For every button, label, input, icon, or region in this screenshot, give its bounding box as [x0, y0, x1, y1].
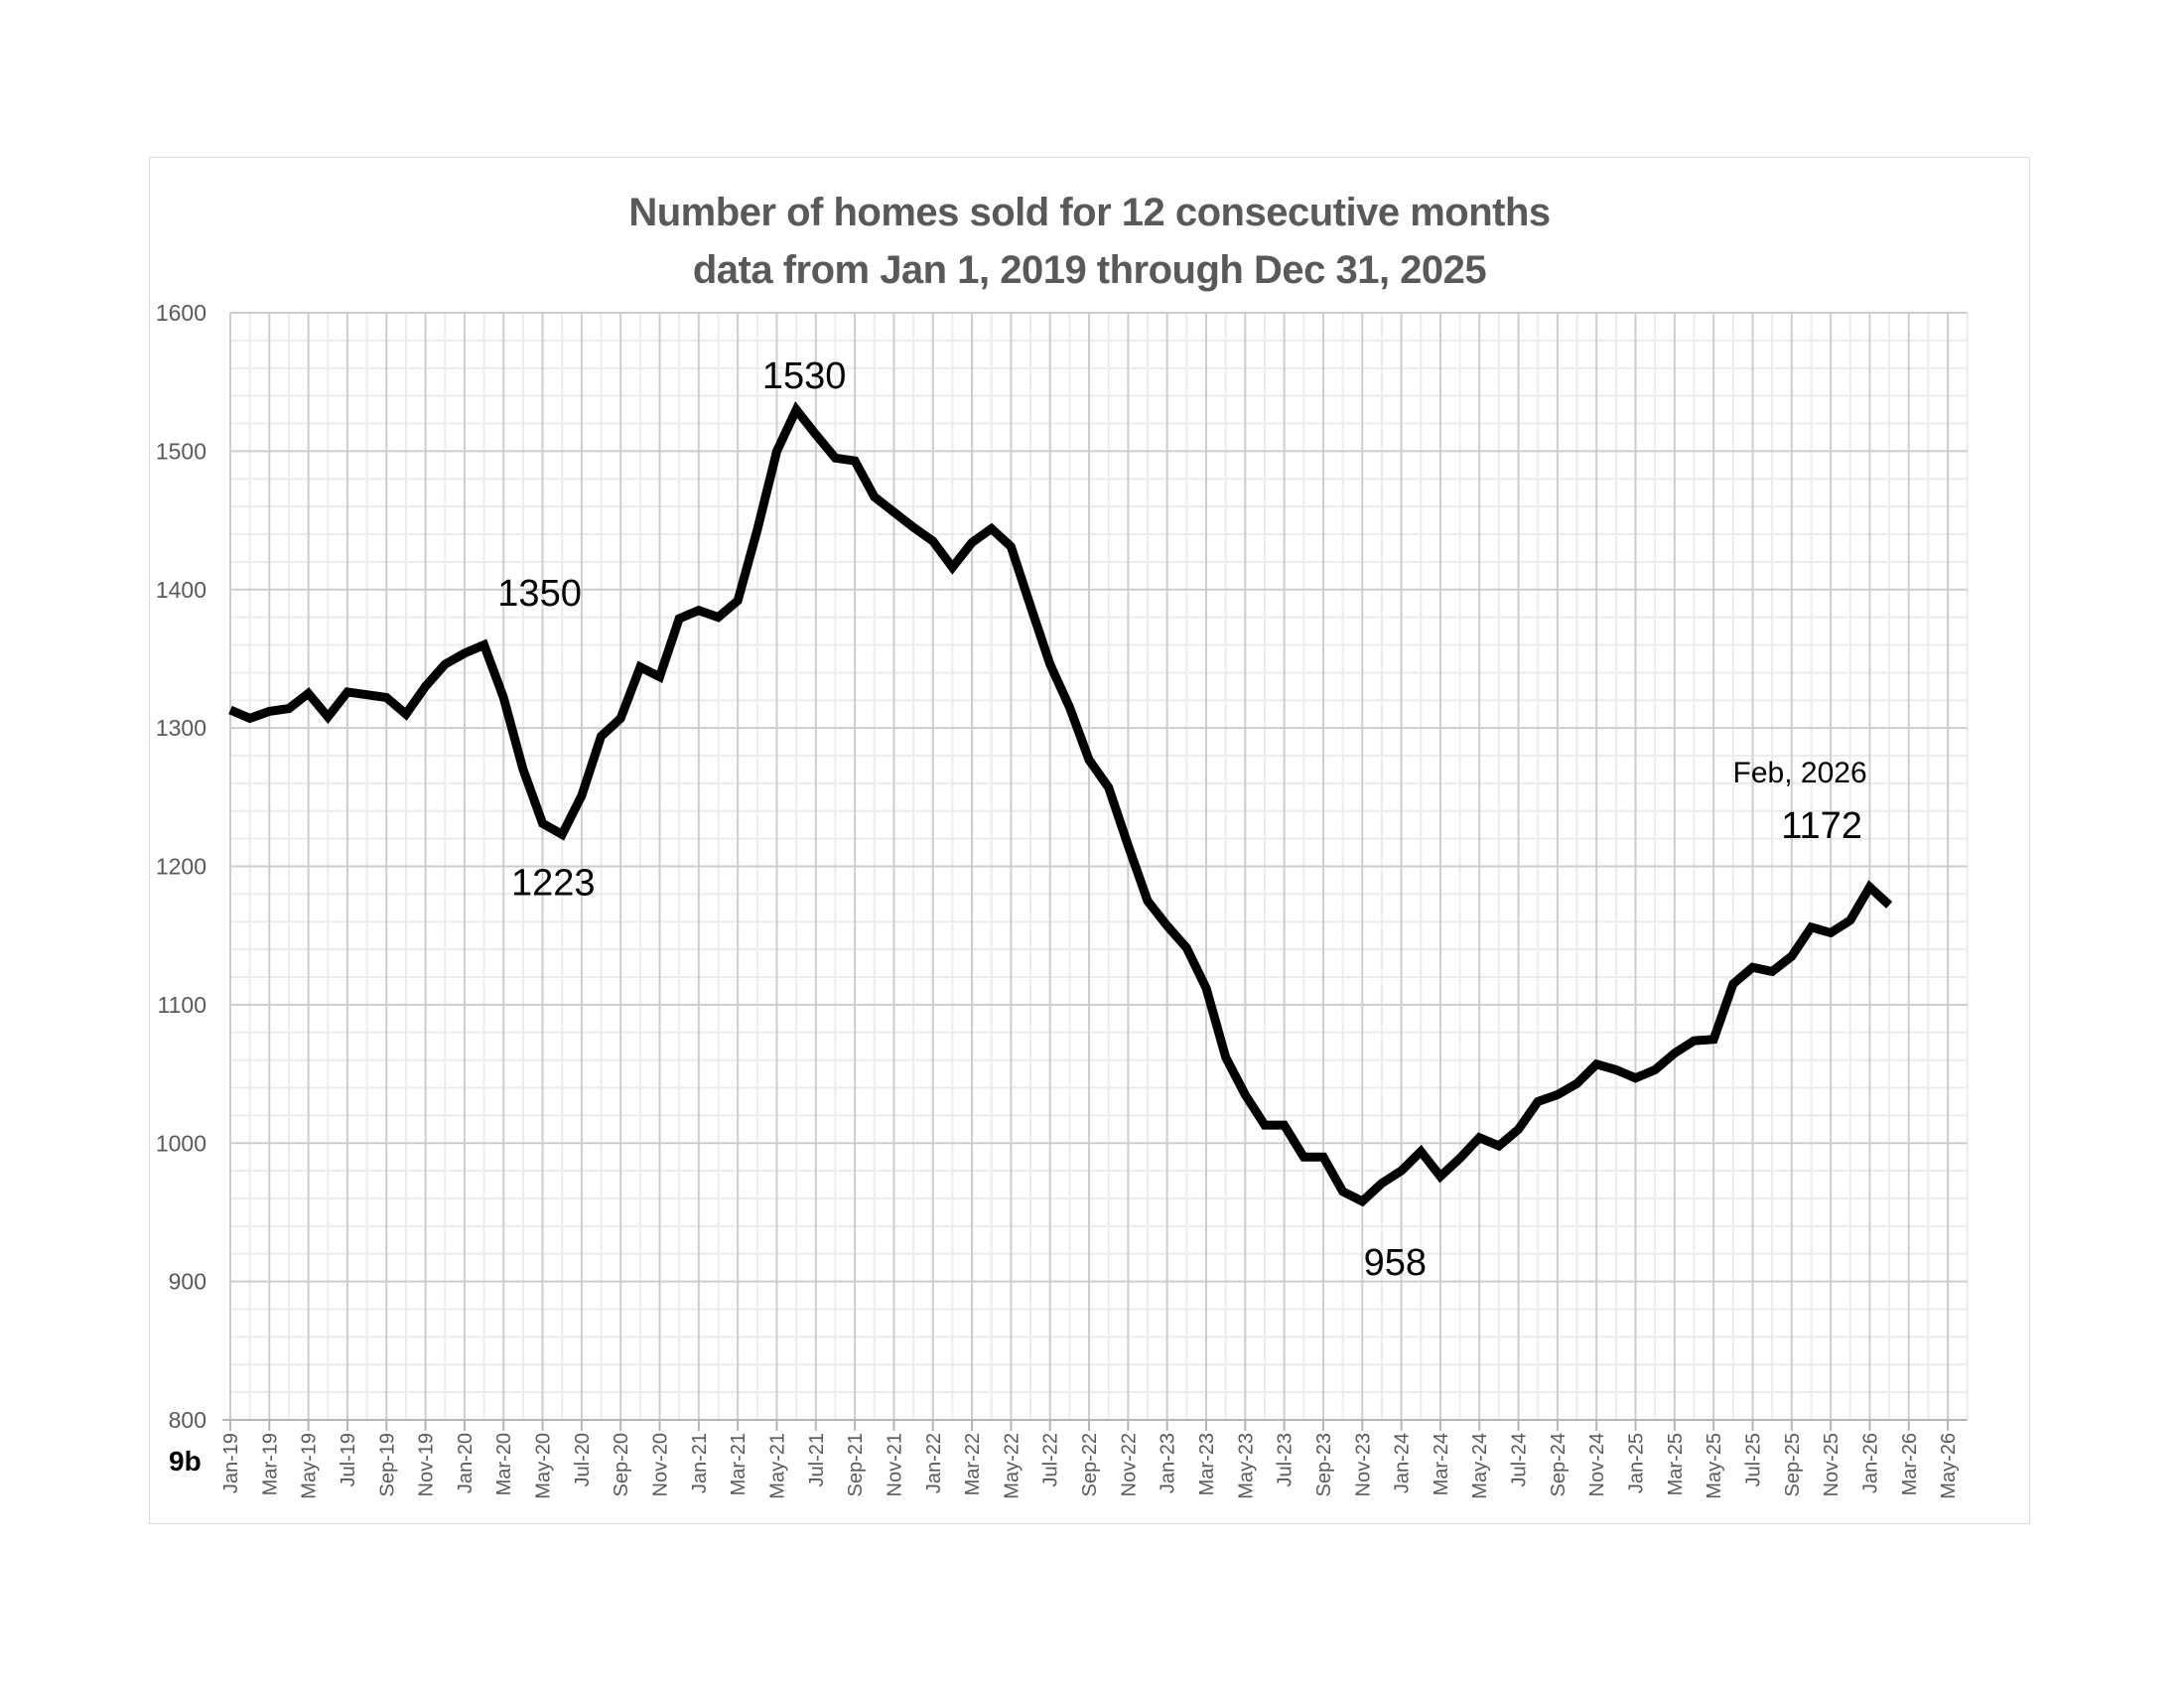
- x-axis-tick-label: Sep-24: [1548, 1433, 1570, 1497]
- y-axis-tick-label: 1100: [158, 992, 206, 1018]
- x-axis-tick-label: Nov-19: [416, 1433, 438, 1496]
- x-axis-tick-label: Sep-25: [1782, 1433, 1804, 1497]
- y-axis-tick-label: 900: [169, 1269, 206, 1295]
- y-axis-labels: 800 900 1000 1100 1200 1300 1400 1500 1600: [156, 300, 206, 1433]
- x-axis-tick-label: Mar-22: [962, 1433, 984, 1495]
- annotation-1223: 1223: [511, 863, 596, 905]
- gridlines-major: [229, 312, 1968, 1421]
- x-axis-tick-label: Nov-24: [1586, 1433, 1608, 1496]
- x-axis-tick-label: Jul-19: [338, 1433, 359, 1486]
- annotation-1172: 1172: [1781, 805, 1862, 847]
- y-axis-tick-label: 1000: [156, 1130, 206, 1156]
- x-axis-tick-label: Jul-23: [1275, 1433, 1297, 1486]
- annotation-feb-2026: Feb, 2026: [1733, 757, 1867, 789]
- annotation-1530: 1530: [762, 355, 847, 397]
- y-axis-tick-label: 1200: [156, 854, 206, 880]
- annotations: 1350 1223 1530 958 Feb, 2026 1172: [497, 355, 1866, 1284]
- x-axis-labels: Jan-19 Mar-19 May-19 Jul-19 Sep-19 Nov-19 Jan-…: [220, 1433, 1960, 1499]
- x-axis-tick-label: Nov-25: [1821, 1433, 1843, 1496]
- x-axis-tick-label: Sep-22: [1079, 1433, 1101, 1497]
- x-axis-tick-label: Jan-23: [1158, 1433, 1179, 1493]
- x-axis-tick-label: Nov-21: [884, 1433, 905, 1496]
- y-axis-tick-label: 800: [169, 1407, 206, 1433]
- x-axis-tick-label: Sep-19: [376, 1433, 398, 1497]
- x-axis-tick-label: Nov-23: [1352, 1433, 1374, 1496]
- x-axis-tick-label: Sep-20: [611, 1433, 632, 1497]
- x-axis-tick-label: May-26: [1938, 1433, 1960, 1499]
- y-axis-tick-label: 1400: [156, 577, 206, 603]
- x-axis-tick-label: May-22: [1001, 1433, 1023, 1499]
- x-axis-tick-label: Jan-22: [923, 1433, 945, 1493]
- x-axis-tick-label: May-23: [1235, 1433, 1257, 1499]
- x-axis-tick-label: Jul-20: [572, 1433, 594, 1486]
- x-axis-tick-label: May-21: [766, 1433, 788, 1499]
- x-axis-tick-label: Jul-21: [806, 1433, 828, 1486]
- x-axis-tick-label: Mar-19: [259, 1433, 281, 1495]
- annotation-1350: 1350: [497, 573, 582, 615]
- x-axis-tick-label: Jan-20: [455, 1433, 477, 1493]
- x-axis-tick-label: Mar-24: [1431, 1433, 1452, 1495]
- x-axis: [222, 1419, 1968, 1431]
- x-axis-tick-label: Mar-26: [1899, 1433, 1921, 1495]
- gridlines-minor: [230, 313, 1969, 1420]
- x-axis-tick-label: Mar-21: [728, 1433, 750, 1495]
- x-axis-tick-label: Jul-24: [1509, 1433, 1531, 1486]
- x-axis-tick-label: Jan-24: [1392, 1433, 1414, 1493]
- annotation-958: 958: [1364, 1242, 1427, 1284]
- x-axis-tick-label: May-19: [299, 1433, 321, 1499]
- chart-subtitle: data from Jan 1, 2019 through Dec 31, 20…: [692, 248, 1487, 292]
- x-axis-tick-label: Mar-25: [1665, 1433, 1687, 1495]
- x-axis-tick-label: May-24: [1469, 1433, 1491, 1499]
- x-axis-tick-label: Jul-22: [1040, 1433, 1062, 1486]
- series-line-homes-sold: [228, 401, 1893, 1207]
- chart-title: Number of homes sold for 12 consecutive …: [628, 191, 1551, 234]
- x-axis-tick-label: Jan-25: [1626, 1433, 1648, 1493]
- x-axis-tick-label: Jan-21: [689, 1433, 711, 1493]
- x-axis-tick-label: Nov-22: [1118, 1433, 1140, 1496]
- x-axis-tick-label: Mar-20: [493, 1433, 515, 1495]
- x-axis-tick-label: Mar-23: [1196, 1433, 1218, 1495]
- x-axis-tick-label: Sep-23: [1313, 1433, 1335, 1497]
- x-axis-tick-label: Sep-21: [845, 1433, 867, 1497]
- x-axis-tick-label: Jan-19: [220, 1433, 242, 1493]
- x-axis-tick-label: Jan-26: [1859, 1433, 1881, 1493]
- x-axis-tick-label: May-20: [533, 1433, 555, 1499]
- x-axis-tick-label: Nov-20: [650, 1433, 672, 1496]
- y-axis-tick-label: 1500: [156, 438, 206, 464]
- slide-number-label: 9b: [169, 1446, 202, 1477]
- y-axis-tick-label: 1600: [156, 300, 206, 326]
- x-axis-tick-label: Jul-25: [1742, 1433, 1764, 1486]
- y-axis-tick-label: 1300: [156, 715, 206, 741]
- x-axis-tick-label: May-25: [1704, 1433, 1725, 1499]
